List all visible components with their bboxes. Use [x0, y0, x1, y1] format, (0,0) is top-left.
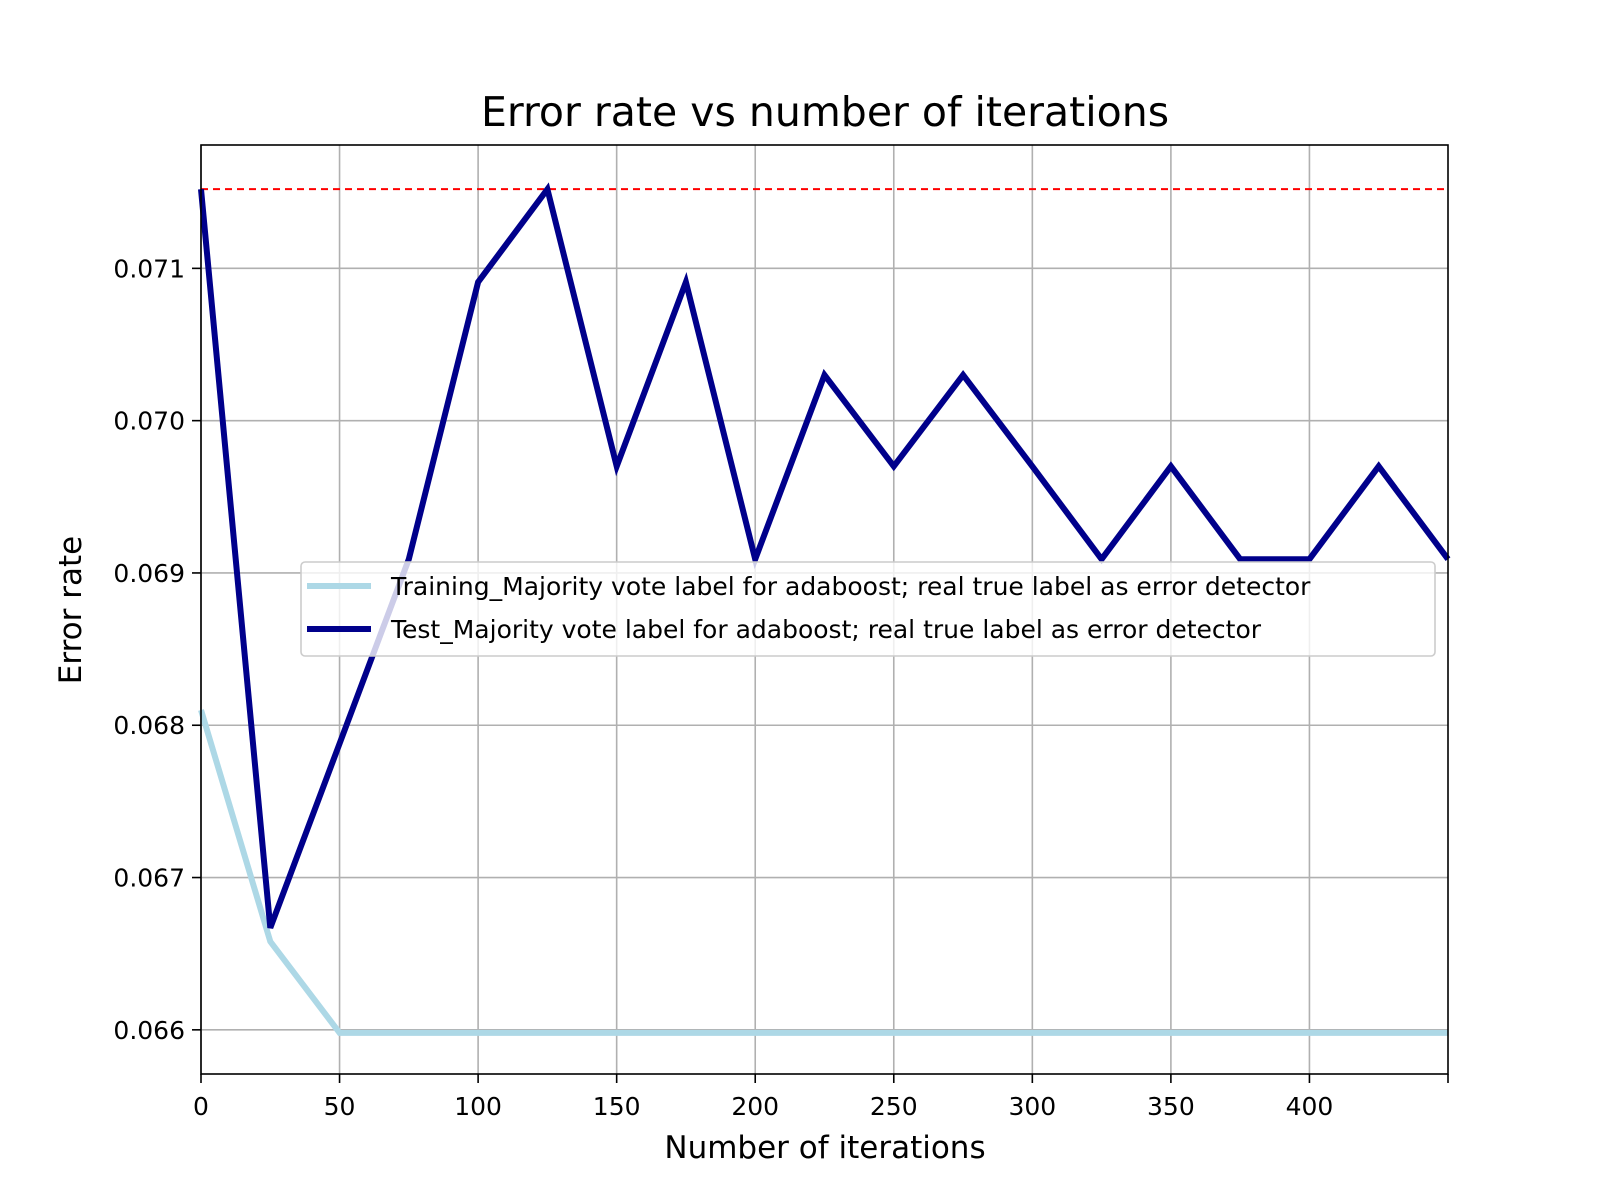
x-tick-label-1: 50 [324, 1092, 356, 1121]
x-tick-label-0: 0 [193, 1092, 209, 1121]
y-tick-label-4: 0.070 [113, 407, 185, 436]
y-tick-label-3: 0.069 [113, 559, 185, 588]
series-group [198, 182, 1451, 1036]
legend-label-test: Test_Majority vote label for adaboost; r… [390, 615, 1262, 644]
chart-title: Error rate vs number of iterations [481, 88, 1169, 136]
y-axis-title: Error rate [53, 536, 89, 684]
x-tick-label-5: 250 [870, 1092, 918, 1121]
x-tick-label-2: 100 [454, 1092, 502, 1121]
y-tick-label-2: 0.068 [113, 711, 185, 740]
x-tick-label-7: 350 [1147, 1092, 1195, 1121]
legend: Training_Majority vote label for adaboos… [300, 561, 1436, 657]
y-tick-label-0: 0.066 [113, 1016, 185, 1045]
y-tick-label-5: 0.071 [113, 254, 185, 283]
x-tick-label-6: 300 [1008, 1092, 1056, 1121]
series-line-training [198, 709, 1448, 1036]
x-tick-label-4: 200 [731, 1092, 779, 1121]
y-axis: 0.066 0.067 0.068 0.069 0.070 0.071 [113, 254, 201, 1045]
legend-label-training: Training_Majority vote label for adaboos… [390, 572, 1311, 601]
x-axis-title: Number of iterations [664, 1130, 985, 1166]
legend-box [300, 561, 1436, 657]
plot-frame [200, 144, 1449, 1075]
y-tick-label-1: 0.067 [113, 864, 185, 893]
series-line-test [198, 182, 1451, 929]
x-axis: 0 50 100 150 200 250 300 350 400 [193, 1074, 1449, 1121]
x-tick-label-3: 150 [593, 1092, 641, 1121]
x-tick-label-8: 400 [1286, 1092, 1334, 1121]
